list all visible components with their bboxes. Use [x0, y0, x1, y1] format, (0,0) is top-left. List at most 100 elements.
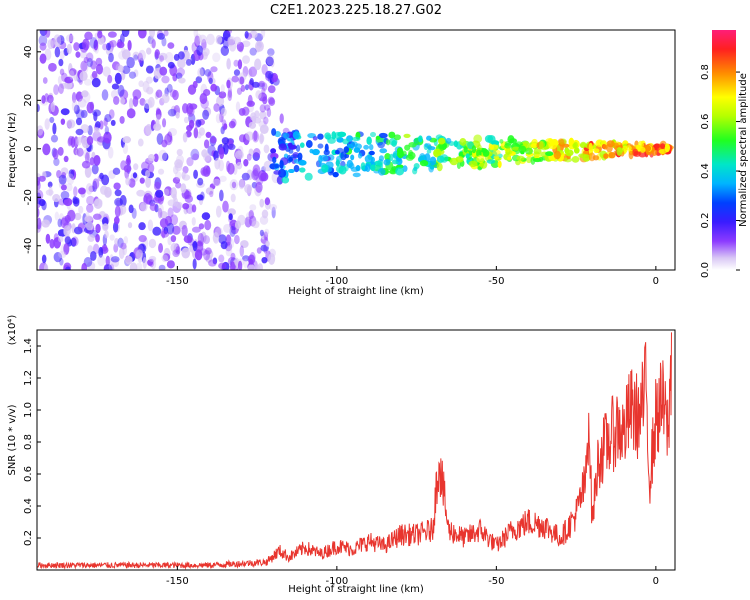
heatmap-cell	[103, 117, 108, 127]
heatmap-cell	[84, 31, 93, 41]
heatmap-cell	[419, 152, 426, 162]
colorbar-tick-label: 0.0	[700, 262, 711, 278]
heatmap-cell	[93, 39, 99, 51]
heatmap-cell	[95, 223, 101, 234]
heatmap-cell	[248, 66, 258, 77]
heatmap-cell	[108, 109, 115, 119]
heatmap-cell	[251, 81, 260, 88]
heatmap-cell	[237, 59, 243, 70]
top-x-tick-label: -100	[326, 276, 349, 287]
heatmap-cell	[64, 76, 74, 84]
heatmap-cell	[161, 139, 168, 148]
heatmap-cell	[94, 121, 101, 129]
heatmap-cell	[119, 89, 129, 100]
heatmap-cell	[191, 226, 201, 233]
heatmap-cell	[71, 99, 78, 112]
heatmap-cell	[593, 148, 600, 154]
heatmap-cell	[73, 42, 80, 51]
heatmap-cell	[92, 213, 102, 220]
heatmap-cell	[162, 253, 171, 262]
heatmap-cell	[658, 149, 668, 154]
heatmap-cell	[226, 58, 231, 70]
heatmap-cell	[79, 51, 88, 59]
heatmap-cell	[152, 226, 162, 236]
heatmap-cell	[226, 79, 231, 89]
heatmap-cell	[67, 137, 73, 147]
heatmap-cell	[167, 207, 174, 219]
heatmap-cell	[252, 130, 260, 143]
top-x-ticks: -150 -100 -50 0	[166, 266, 659, 287]
bottom-y-ticks: 0.2 0.4 0.6 0.8 1.0 1.2 1.4	[23, 338, 41, 546]
heatmap-cell	[403, 133, 411, 138]
heatmap-cell	[192, 153, 200, 161]
heatmap-cell	[66, 119, 76, 129]
heatmap-cell	[433, 148, 442, 158]
heatmap-cell	[268, 203, 278, 211]
heatmap-cell	[168, 127, 178, 137]
heatmap-cell	[182, 103, 189, 114]
heatmap-cell	[283, 132, 290, 139]
heatmap-cell	[105, 255, 111, 267]
heatmap-cell	[176, 148, 183, 156]
heatmap-cell	[368, 150, 375, 156]
heatmap-cell	[93, 154, 101, 166]
heatmap-cell	[229, 238, 235, 249]
heatmap-cell	[37, 125, 44, 136]
heatmap-cell	[58, 174, 67, 185]
heatmap-cell	[73, 226, 83, 235]
heatmap-cell	[388, 131, 396, 139]
heatmap-cell	[145, 65, 154, 74]
heatmap-cell	[57, 75, 62, 85]
snr-frame	[36, 329, 676, 571]
heatmap-cell	[231, 181, 237, 189]
heatmap-cell	[75, 91, 83, 102]
heatmap-cell	[265, 56, 274, 67]
heatmap-cell	[53, 157, 60, 167]
heatmap-cell	[252, 220, 260, 229]
top-x-tick-label: -150	[166, 276, 189, 287]
heatmap-cell	[188, 119, 195, 129]
figure-title: C2E1.2023.225.18.27.G02	[270, 3, 442, 18]
bottom-y-tick-label: 0.8	[23, 434, 34, 450]
heatmap-cell	[241, 40, 251, 48]
heatmap-cell	[65, 266, 71, 270]
heatmap-cell	[148, 238, 157, 249]
heatmap-cell	[45, 233, 51, 244]
bottom-y-tick-label: 1.4	[23, 338, 34, 354]
heatmap-cell	[253, 148, 261, 158]
heatmap-cell	[254, 58, 262, 71]
heatmap-cell	[97, 30, 103, 39]
heatmap-cell	[205, 131, 212, 139]
heatmap-cell	[43, 263, 49, 270]
heatmap-cell	[166, 83, 173, 93]
heatmap-cell	[445, 137, 452, 144]
heatmap-cell	[147, 154, 155, 162]
heatmap-cell	[481, 148, 488, 154]
heatmap-cell	[659, 143, 666, 149]
heatmap-cell	[76, 147, 84, 157]
heatmap-cell	[142, 80, 150, 93]
heatmap-cell	[155, 114, 161, 121]
heatmap-cell	[196, 131, 202, 139]
heatmap-cell	[97, 136, 106, 143]
heatmap-cell	[71, 91, 77, 103]
heatmap-cell	[223, 123, 228, 130]
heatmap-cell	[218, 91, 227, 99]
heatmap-cell	[113, 182, 121, 190]
heatmap-cell	[395, 167, 405, 176]
heatmap-cell	[241, 172, 250, 181]
colorbar-ticks: 0.0 0.2 0.4 0.6 0.8	[700, 64, 740, 278]
heatmap-cell	[245, 131, 254, 141]
heatmap-cell	[60, 118, 66, 125]
heatmap-cell	[231, 75, 239, 83]
heatmap-cell	[244, 30, 249, 39]
bottom-y-tick-label: 0.2	[23, 530, 34, 546]
heatmap-cell	[239, 76, 245, 85]
heatmap-cell	[548, 143, 557, 150]
heatmap-cell	[248, 254, 256, 263]
heatmap-cell	[408, 149, 413, 157]
heatmap-cell	[86, 261, 96, 270]
heatmap-cell	[140, 161, 150, 171]
heatmap-cell	[198, 34, 207, 43]
heatmap-cell	[118, 50, 127, 60]
